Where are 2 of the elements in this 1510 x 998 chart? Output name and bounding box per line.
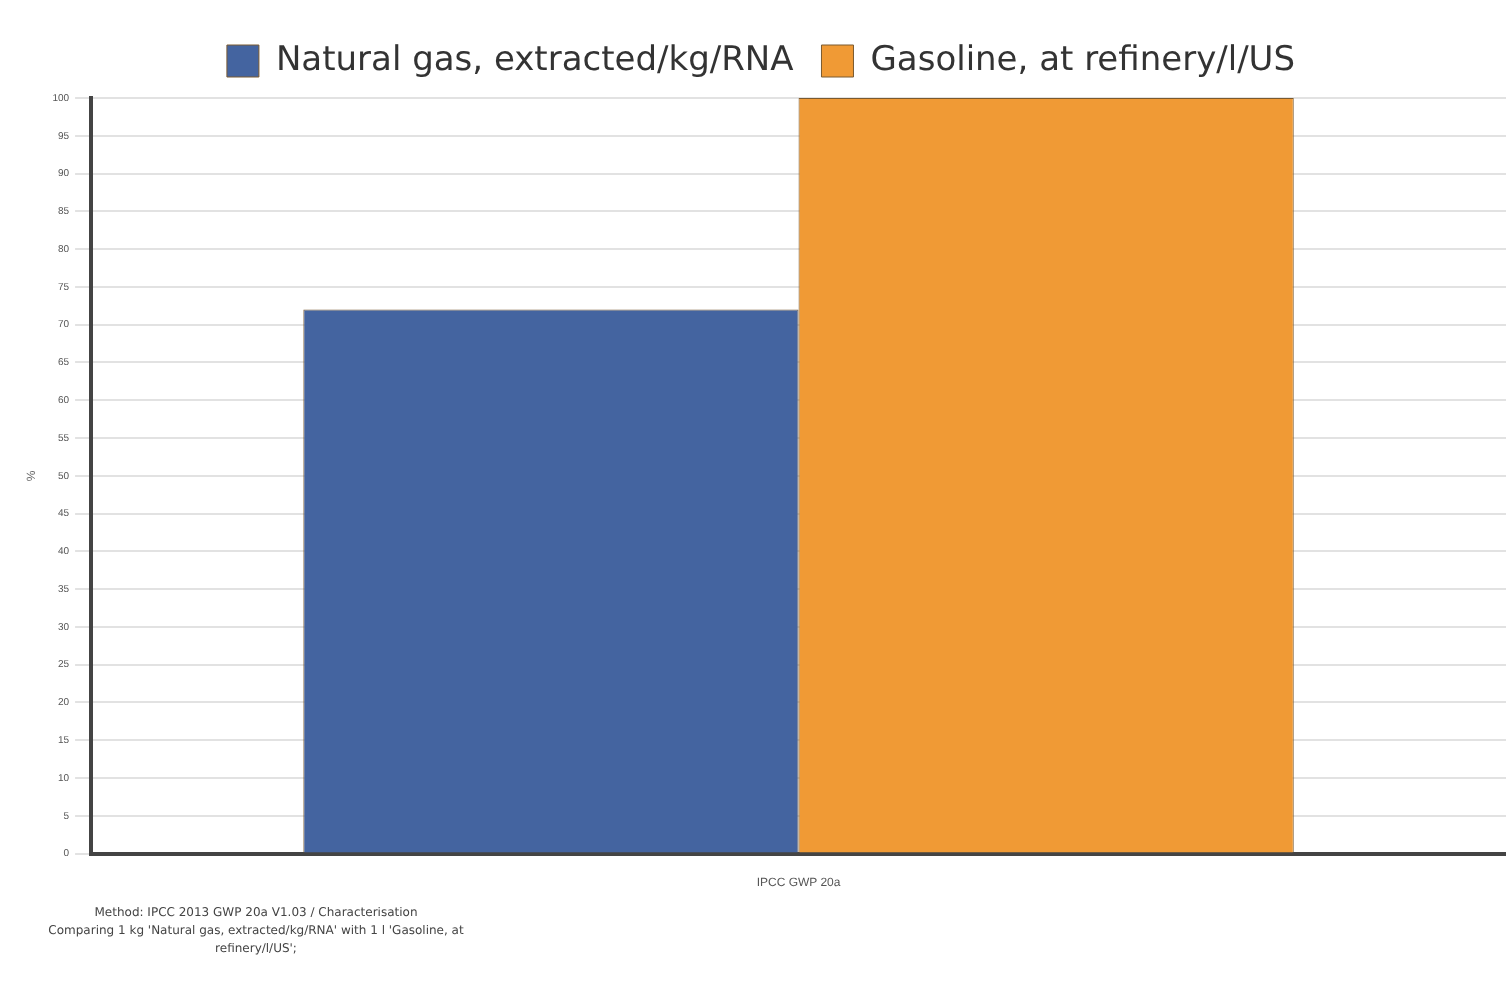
legend-label: Gasoline, at refinery/l/US — [870, 39, 1296, 80]
legend-label: Natural gas, extracted/kg/RNA — [275, 39, 795, 80]
